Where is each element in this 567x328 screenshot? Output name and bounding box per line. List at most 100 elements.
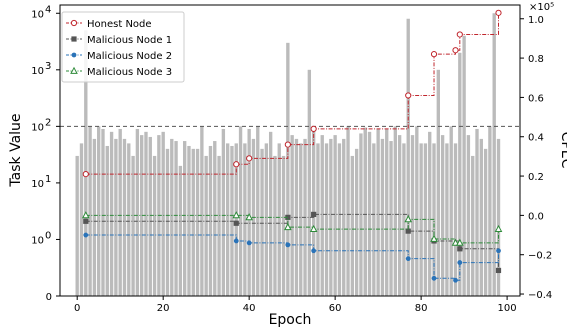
series-marker — [70, 66, 78, 74]
bar — [320, 135, 324, 296]
bar — [367, 131, 372, 296]
y-right-tick-label: 0.6 — [528, 93, 544, 104]
series-marker — [405, 228, 411, 234]
bar — [144, 131, 148, 296]
bar — [75, 155, 79, 296]
bar — [488, 126, 492, 296]
bar — [84, 30, 88, 296]
bar — [406, 18, 410, 296]
bar — [105, 145, 109, 296]
bar — [337, 143, 342, 296]
bar — [324, 143, 329, 296]
bar — [88, 126, 92, 296]
series-marker — [233, 161, 240, 168]
series-marker — [233, 220, 239, 226]
x-tick-label: 0 — [74, 303, 80, 314]
bar — [354, 148, 359, 296]
series-marker — [495, 267, 502, 274]
bar — [492, 13, 496, 297]
bar — [208, 145, 213, 296]
bar — [479, 138, 483, 296]
y-left-tick-exponent: 2 — [45, 117, 51, 128]
bar — [281, 155, 286, 296]
series-marker — [310, 125, 317, 132]
bar — [475, 128, 479, 296]
bar — [471, 155, 475, 296]
series-marker — [405, 92, 412, 99]
bar — [122, 138, 127, 296]
series-marker — [452, 47, 459, 54]
bar — [195, 148, 200, 296]
bar — [496, 138, 501, 296]
series-marker — [309, 224, 318, 233]
bar — [273, 155, 277, 296]
bar — [204, 155, 208, 296]
bar — [118, 128, 122, 296]
bar — [393, 126, 398, 296]
series-marker — [431, 275, 437, 281]
series-marker — [284, 141, 291, 148]
bar — [243, 143, 247, 296]
y-right-tick-label: 0.4 — [528, 133, 544, 144]
plot-frame — [59, 4, 521, 297]
bar — [419, 143, 423, 296]
bar — [342, 138, 346, 296]
y-left-tick-exponent: 4 — [45, 4, 51, 15]
series-marker — [496, 248, 501, 254]
bar — [277, 143, 281, 296]
series-marker — [457, 260, 463, 265]
x-tick-label: 60 — [329, 303, 342, 314]
series-marker — [457, 246, 463, 252]
x-tick-label: 40 — [243, 303, 256, 314]
series-marker — [233, 238, 239, 244]
legend: Honest Node Malicious Node 1 Malicious Nod… — [61, 11, 185, 83]
series-marker — [246, 240, 252, 246]
y-right-tick-label: 0.0 — [528, 211, 544, 222]
series-marker — [246, 155, 253, 162]
bar — [440, 135, 445, 296]
series-marker — [455, 238, 464, 246]
bar — [307, 69, 312, 297]
bar — [264, 143, 269, 296]
bar — [299, 143, 303, 296]
series-marker — [453, 277, 458, 283]
bar — [466, 135, 471, 296]
series-marker — [495, 9, 502, 16]
y-left-tick-exponent: 3 — [45, 61, 51, 72]
x-tick-label: 80 — [415, 303, 428, 314]
series-marker — [83, 218, 89, 224]
bar — [436, 69, 440, 297]
legend-label: Malicious Node 1 — [87, 35, 172, 46]
series-marker — [232, 211, 241, 219]
y-left-tick-exponent: 0 — [45, 230, 51, 241]
y-left-tick-label: 10 — [31, 235, 44, 246]
y-left-tick-label: 10 — [31, 66, 44, 77]
bar — [286, 42, 290, 297]
y-right-tick-label: 1.0 — [528, 15, 544, 26]
series-marker — [71, 52, 77, 58]
bar — [268, 131, 273, 296]
series-marker — [83, 232, 89, 238]
bar — [170, 138, 174, 296]
bar — [131, 155, 135, 296]
series-marker — [456, 31, 463, 38]
bar — [376, 128, 380, 296]
bar — [462, 35, 466, 296]
bar — [127, 143, 131, 296]
bar — [380, 138, 385, 296]
y-right-tick-label: −0.2 — [528, 251, 552, 262]
y-left-tick-exponent: 1 — [45, 174, 51, 185]
bar — [329, 138, 333, 296]
series-marker — [405, 256, 411, 262]
bar — [182, 141, 187, 296]
series-marker — [311, 248, 317, 254]
series-marker — [81, 211, 90, 219]
bar — [372, 143, 376, 296]
legend-label: Malicious Node 2 — [87, 51, 172, 62]
series-marker — [494, 224, 503, 233]
bar — [397, 135, 402, 296]
bar — [114, 138, 118, 296]
y-left-tick-label: 0 — [46, 292, 52, 303]
y-right-tick-label: −0.4 — [528, 290, 552, 301]
